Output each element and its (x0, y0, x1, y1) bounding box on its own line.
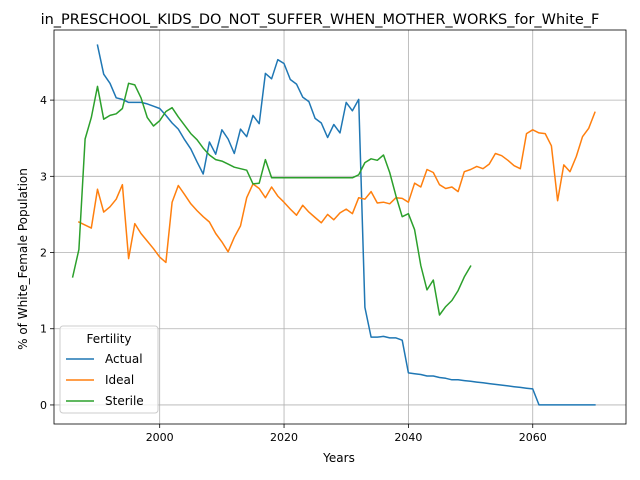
y-tick-label: 4 (40, 94, 47, 107)
legend: Fertility Actual Ideal Sterile (60, 326, 158, 413)
y-tick-label: 2 (40, 247, 47, 260)
x-tick-label: 2020 (270, 431, 298, 444)
x-tick-label: 2060 (519, 431, 547, 444)
y-tick-label: 0 (40, 399, 47, 412)
legend-label-actual: Actual (105, 352, 143, 366)
x-tick-label: 2000 (146, 431, 174, 444)
series-line-ideal (79, 112, 595, 262)
x-axis-label: Years (322, 451, 355, 465)
series-line-actual (98, 45, 595, 405)
x-tick-label: 2040 (394, 431, 422, 444)
y-tick-label: 1 (40, 323, 47, 336)
series-line-sterile (73, 83, 471, 315)
y-axis-label: % of White_Female Population (16, 168, 30, 350)
legend-title: Fertility (86, 332, 131, 346)
legend-label-sterile: Sterile (105, 394, 144, 408)
chart-title: in_PRESCHOOL_KIDS_DO_NOT_SUFFER_WHEN_MOT… (41, 12, 600, 28)
legend-label-ideal: Ideal (105, 373, 134, 387)
y-tick-label: 3 (40, 170, 47, 183)
